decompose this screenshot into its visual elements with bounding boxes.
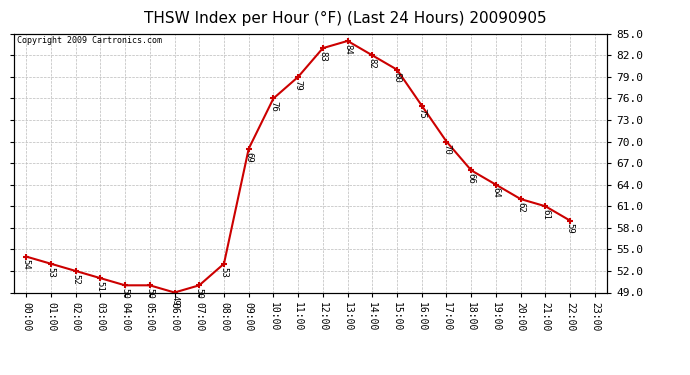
Text: 80: 80 bbox=[393, 72, 402, 83]
Text: 62: 62 bbox=[516, 202, 525, 213]
Text: 54: 54 bbox=[21, 260, 30, 270]
Text: 49: 49 bbox=[170, 295, 179, 306]
Text: 61: 61 bbox=[541, 209, 550, 220]
Text: 76: 76 bbox=[269, 101, 278, 112]
Text: 50: 50 bbox=[195, 288, 204, 299]
Text: 79: 79 bbox=[294, 80, 303, 90]
Text: THSW Index per Hour (°F) (Last 24 Hours) 20090905: THSW Index per Hour (°F) (Last 24 Hours)… bbox=[144, 11, 546, 26]
Text: 83: 83 bbox=[318, 51, 327, 62]
Text: 53: 53 bbox=[46, 267, 55, 277]
Text: 75: 75 bbox=[417, 108, 426, 119]
Text: 69: 69 bbox=[244, 152, 253, 162]
Text: 64: 64 bbox=[491, 188, 500, 198]
Text: 50: 50 bbox=[121, 288, 130, 299]
Text: 82: 82 bbox=[368, 58, 377, 69]
Text: 53: 53 bbox=[219, 267, 228, 277]
Text: 66: 66 bbox=[466, 173, 475, 184]
Text: 84: 84 bbox=[343, 44, 352, 54]
Text: 51: 51 bbox=[96, 281, 105, 292]
Text: 59: 59 bbox=[566, 224, 575, 234]
Text: 52: 52 bbox=[71, 274, 80, 285]
Text: 50: 50 bbox=[146, 288, 155, 299]
Text: Copyright 2009 Cartronics.com: Copyright 2009 Cartronics.com bbox=[17, 36, 161, 45]
Text: 70: 70 bbox=[442, 144, 451, 155]
